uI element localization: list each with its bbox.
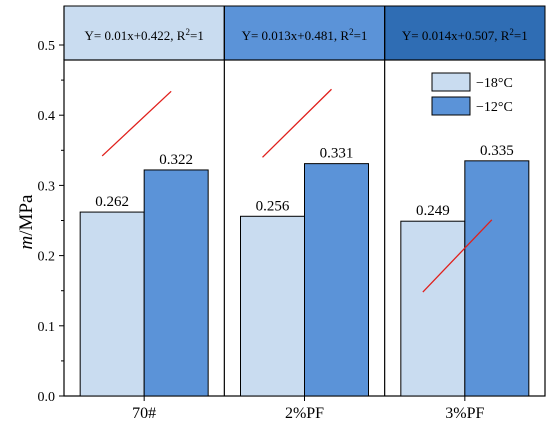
fit-lines: [101, 88, 493, 293]
y-tick-label: 0.0: [38, 390, 56, 405]
bar-value-label: 0.256: [256, 198, 290, 214]
bar: [304, 163, 369, 397]
fit-line: [422, 219, 493, 293]
bar: [400, 220, 466, 397]
bar: [79, 211, 145, 397]
x-tick-label: 3%PF: [445, 405, 484, 422]
bar-value-label: 0.262: [95, 194, 129, 210]
panel-header-equation-3: Y= 0.014x+0.507, R2=1: [402, 27, 528, 43]
fit-line: [101, 90, 172, 157]
y-tick-label: 0.4: [38, 109, 56, 124]
y-tick-label: 0.3: [38, 179, 56, 194]
value-labels: 0.262 0.322 0.256 0.331 0.249 0.335: [95, 143, 513, 219]
panel-headers: Y= 0.01x+0.422, R2=1 Y= 0.013x+0.481, R2=…: [63, 5, 546, 61]
panel-header-3: [384, 5, 546, 61]
panel-header-equation-2: Y= 0.013x+0.481, R2=1: [242, 27, 368, 43]
y-tick-label: 0.2: [38, 250, 56, 265]
legend-swatch: [431, 72, 471, 92]
legend-swatch: [431, 96, 471, 116]
bars: [79, 160, 530, 397]
y-axis-label: m/MPa: [16, 194, 37, 249]
y-axis-label-symbol: m: [16, 236, 37, 250]
legend-label: −12°C: [476, 100, 513, 115]
y-axis-label-unit: /MPa: [16, 194, 37, 236]
legend: −18°C −12°C: [431, 72, 513, 116]
bar-value-label: 0.331: [320, 146, 354, 162]
panel-header-equation-1: Y= 0.01x+0.422, R2=1: [85, 27, 204, 43]
bar: [464, 160, 530, 397]
legend-label: −18°C: [476, 76, 513, 91]
bar-value-label: 0.335: [480, 143, 514, 159]
x-tick-label: 70#: [132, 405, 156, 422]
fit-line: [262, 88, 332, 158]
panel-header-1: [63, 5, 225, 61]
bar-value-label: 0.322: [159, 152, 193, 168]
axes: 70# 2%PF 3%PF 0.0 0.1 0.2 0.3 0.4 0.5: [38, 39, 485, 422]
y-tick-label: 0.1: [38, 320, 56, 335]
bar: [143, 169, 209, 397]
y-tick-label: 0.5: [38, 39, 56, 54]
bar-value-label: 0.249: [416, 203, 450, 219]
x-tick-label: 2%PF: [285, 405, 324, 422]
bar: [240, 215, 305, 397]
